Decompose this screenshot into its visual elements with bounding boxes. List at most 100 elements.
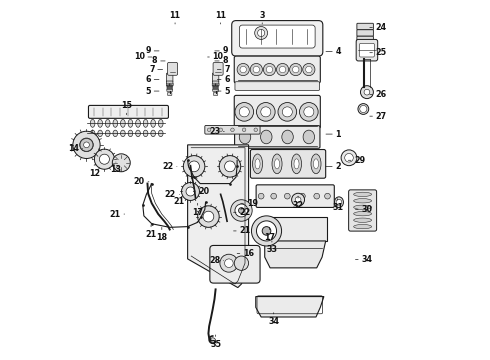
Circle shape: [295, 197, 301, 203]
Circle shape: [73, 131, 100, 158]
Text: 7: 7: [149, 65, 163, 74]
Circle shape: [255, 27, 268, 40]
Ellipse shape: [121, 130, 125, 136]
FancyBboxPatch shape: [234, 95, 320, 129]
Circle shape: [304, 107, 314, 117]
Ellipse shape: [274, 159, 280, 169]
Ellipse shape: [98, 130, 102, 136]
Circle shape: [256, 221, 276, 241]
Circle shape: [324, 193, 330, 199]
FancyBboxPatch shape: [170, 83, 173, 86]
FancyBboxPatch shape: [213, 62, 223, 75]
Text: 6: 6: [217, 75, 230, 84]
Text: 19: 19: [241, 199, 258, 208]
Text: 24: 24: [370, 23, 387, 32]
Ellipse shape: [294, 159, 299, 169]
FancyBboxPatch shape: [213, 89, 219, 91]
Circle shape: [299, 103, 318, 121]
Ellipse shape: [354, 225, 371, 229]
Text: 22: 22: [162, 162, 177, 171]
Circle shape: [279, 66, 286, 73]
Ellipse shape: [105, 130, 110, 136]
Ellipse shape: [358, 104, 368, 114]
Text: 12: 12: [90, 166, 100, 178]
FancyBboxPatch shape: [357, 36, 373, 42]
FancyBboxPatch shape: [89, 105, 169, 118]
Text: 30: 30: [355, 205, 372, 214]
FancyBboxPatch shape: [235, 126, 320, 148]
Ellipse shape: [314, 159, 318, 169]
Ellipse shape: [98, 120, 102, 127]
Text: 31: 31: [332, 199, 343, 212]
Circle shape: [80, 138, 93, 152]
FancyBboxPatch shape: [168, 93, 172, 95]
FancyBboxPatch shape: [256, 185, 334, 207]
Ellipse shape: [113, 120, 118, 127]
Circle shape: [341, 150, 357, 166]
Ellipse shape: [136, 130, 140, 136]
Circle shape: [112, 154, 130, 172]
Ellipse shape: [105, 120, 110, 127]
Text: 8: 8: [152, 57, 165, 66]
Circle shape: [207, 128, 211, 132]
Ellipse shape: [151, 120, 155, 127]
Circle shape: [271, 193, 276, 199]
Ellipse shape: [252, 154, 263, 174]
Circle shape: [258, 193, 264, 199]
FancyBboxPatch shape: [212, 81, 219, 85]
Text: 23: 23: [209, 127, 224, 136]
Ellipse shape: [151, 130, 155, 136]
Text: 34: 34: [268, 313, 279, 326]
Ellipse shape: [113, 130, 118, 136]
Circle shape: [99, 154, 109, 164]
Ellipse shape: [90, 130, 95, 136]
Circle shape: [364, 89, 370, 95]
Ellipse shape: [354, 205, 371, 210]
Ellipse shape: [128, 120, 133, 127]
Circle shape: [239, 107, 249, 117]
Circle shape: [219, 156, 241, 177]
Circle shape: [361, 86, 373, 99]
FancyBboxPatch shape: [234, 56, 320, 83]
Text: 32: 32: [293, 196, 304, 210]
FancyBboxPatch shape: [212, 73, 219, 82]
Text: 10: 10: [134, 53, 152, 62]
Ellipse shape: [255, 159, 260, 169]
Ellipse shape: [143, 130, 148, 136]
FancyBboxPatch shape: [356, 40, 378, 61]
Polygon shape: [261, 217, 327, 241]
Circle shape: [292, 193, 304, 206]
Text: 20: 20: [134, 177, 149, 186]
Circle shape: [254, 128, 258, 132]
Circle shape: [210, 338, 216, 343]
Circle shape: [314, 193, 319, 199]
Circle shape: [344, 153, 353, 162]
Text: 9: 9: [215, 46, 228, 55]
Ellipse shape: [272, 154, 282, 174]
Ellipse shape: [354, 218, 371, 222]
Circle shape: [303, 63, 315, 76]
Text: 9: 9: [146, 46, 159, 55]
Circle shape: [299, 193, 305, 199]
Circle shape: [183, 156, 205, 177]
Text: 22: 22: [165, 190, 179, 199]
Text: 6: 6: [146, 75, 159, 84]
Circle shape: [282, 107, 293, 117]
Circle shape: [336, 199, 342, 205]
Circle shape: [237, 63, 249, 76]
Circle shape: [189, 161, 199, 172]
Ellipse shape: [354, 212, 371, 216]
Circle shape: [224, 259, 233, 267]
Text: 3: 3: [260, 10, 265, 24]
Circle shape: [181, 183, 199, 201]
Circle shape: [251, 216, 282, 246]
Ellipse shape: [128, 130, 133, 136]
Ellipse shape: [354, 199, 371, 203]
FancyBboxPatch shape: [357, 30, 373, 36]
Ellipse shape: [292, 154, 301, 174]
Text: 33: 33: [267, 241, 277, 255]
Ellipse shape: [282, 130, 294, 144]
Text: 1: 1: [326, 130, 341, 139]
Circle shape: [219, 128, 222, 132]
Ellipse shape: [136, 120, 140, 127]
